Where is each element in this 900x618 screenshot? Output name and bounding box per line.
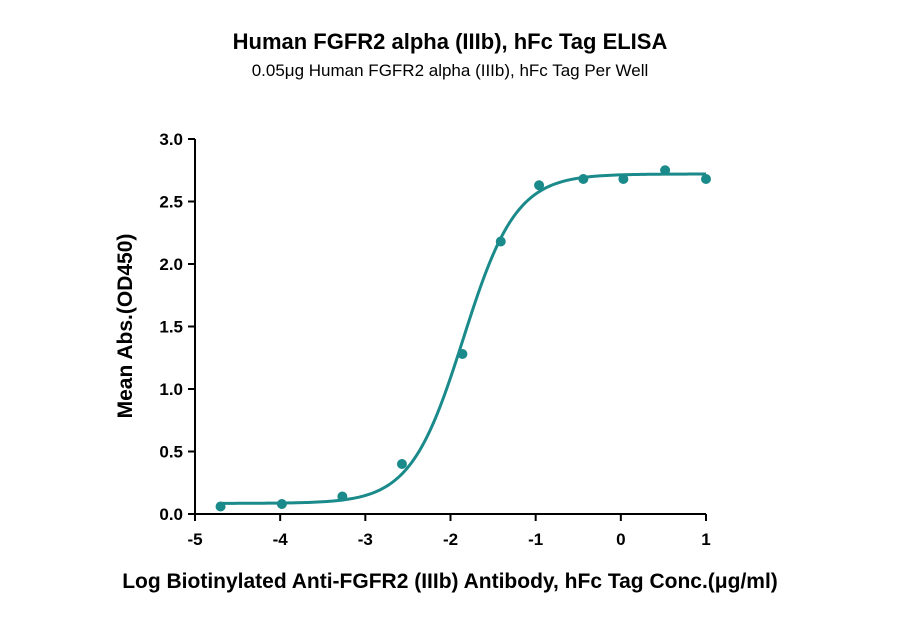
- y-tick-label: 1.5: [159, 318, 183, 337]
- fit-curve: [220, 172, 707, 505]
- chart-title: Human FGFR2 alpha (IIIb), hFc Tag ELISA: [233, 29, 668, 54]
- data-point: [495, 236, 506, 247]
- data-points: [215, 165, 711, 512]
- chart-subtitle: 0.05μg Human FGFR2 alpha (IIIb), hFc Tag…: [252, 61, 649, 80]
- plot-area: -5 -4 -3 -2 -1 0 1 0.0 0.5 1.0 1.5 2.0 2.5 3.0: [159, 130, 711, 549]
- data-point: [337, 491, 348, 502]
- x-axis-label: Log Biotinylated Anti-FGFR2 (IIIb) Antib…: [122, 570, 778, 593]
- data-point: [215, 501, 226, 512]
- y-tick-label: 0.5: [159, 443, 183, 462]
- x-tick-label: -5: [187, 530, 202, 549]
- x-tick-label: 0: [616, 530, 625, 549]
- x-tick-label: 1: [701, 530, 710, 549]
- y-tick-label: 2.0: [159, 255, 183, 274]
- data-point: [701, 174, 711, 184]
- data-point: [578, 174, 589, 184]
- y-axis-label: Mean Abs.(OD450): [114, 234, 137, 419]
- data-point: [618, 174, 629, 184]
- x-tick-label: -4: [273, 530, 289, 549]
- y-tick-label: 0.0: [159, 505, 183, 524]
- x-tick-label: -2: [443, 530, 458, 549]
- data-point: [660, 165, 671, 176]
- data-point: [457, 349, 468, 359]
- y-tick-label: 2.5: [159, 193, 183, 212]
- data-point: [276, 499, 287, 509]
- x-tick-label: -1: [528, 530, 543, 549]
- ticks: -5 -4 -3 -2 -1 0 1 0.0 0.5 1.0 1.5 2.0 2.5 3.0: [159, 130, 710, 549]
- x-tick-label: -3: [358, 530, 373, 549]
- axes: [194, 139, 706, 515]
- data-point: [396, 459, 407, 469]
- y-tick-label: 1.0: [159, 380, 183, 399]
- y-tick-label: 3.0: [159, 130, 183, 149]
- data-point: [534, 180, 545, 191]
